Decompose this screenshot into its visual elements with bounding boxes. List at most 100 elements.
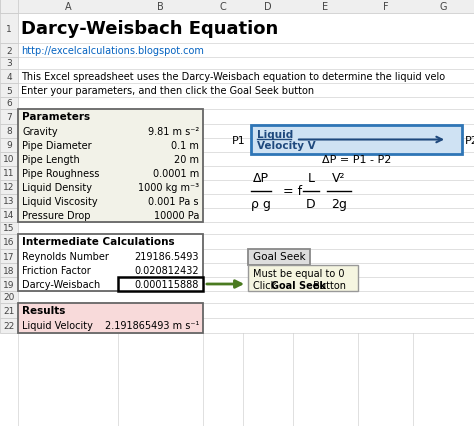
Bar	[0, 303, 18, 318]
Text: Results: Results	[22, 306, 65, 316]
Text: 11: 11	[3, 169, 15, 178]
Text: 18: 18	[3, 266, 15, 275]
Bar	[18, 303, 203, 333]
Text: Must be equal to 0: Must be equal to 0	[253, 268, 345, 278]
Bar	[0, 0, 474, 14]
Bar	[0, 195, 18, 208]
Text: 8: 8	[6, 127, 12, 136]
Text: Velocity V: Velocity V	[257, 141, 316, 151]
Text: D: D	[306, 198, 316, 210]
Text: 2.191865493 m s⁻¹: 2.191865493 m s⁻¹	[105, 321, 199, 331]
Bar	[0, 208, 18, 222]
Text: Pipe Length: Pipe Length	[22, 155, 80, 164]
Text: ΔP = P1 - P2: ΔP = P1 - P2	[322, 155, 391, 164]
Text: 12: 12	[3, 183, 15, 192]
Text: Darcy-Weisbach Equation: Darcy-Weisbach Equation	[21, 20, 278, 38]
Bar	[0, 139, 18, 153]
Text: 9.81 m s⁻²: 9.81 m s⁻²	[148, 127, 199, 137]
Bar	[18, 234, 203, 291]
Bar	[0, 98, 18, 110]
Bar	[0, 153, 18, 167]
Text: 0.1 m: 0.1 m	[171, 141, 199, 151]
Text: Gravity: Gravity	[22, 127, 58, 137]
Text: 9: 9	[6, 141, 12, 150]
Text: 6: 6	[6, 99, 12, 108]
Bar	[18, 110, 203, 222]
Bar	[0, 14, 18, 44]
Bar	[0, 234, 18, 249]
Bar	[248, 249, 310, 265]
Text: C: C	[219, 2, 227, 12]
Text: 13: 13	[3, 197, 15, 206]
Bar	[0, 291, 18, 303]
Text: 0.001 Pa s: 0.001 Pa s	[148, 196, 199, 207]
Bar	[0, 0, 18, 14]
Text: P1: P1	[232, 135, 246, 145]
Text: V²: V²	[332, 172, 346, 184]
Text: = f: = f	[283, 185, 302, 198]
Text: ρ g: ρ g	[251, 198, 271, 210]
Text: 22: 22	[3, 321, 15, 330]
Text: Reynolds Number: Reynolds Number	[22, 251, 109, 262]
Text: L: L	[308, 172, 315, 184]
Bar	[0, 58, 18, 70]
Text: P2: P2	[465, 135, 474, 145]
Text: 17: 17	[3, 252, 15, 261]
Text: 0.020812432: 0.020812432	[134, 265, 199, 275]
Text: Pressure Drop: Pressure Drop	[22, 210, 91, 221]
Text: Click: Click	[253, 280, 279, 290]
Text: 219186.5493: 219186.5493	[135, 251, 199, 262]
Text: ΔP: ΔP	[253, 172, 269, 184]
Text: 10000 Pa: 10000 Pa	[154, 210, 199, 221]
Text: 2: 2	[6, 46, 12, 55]
Text: 10: 10	[3, 155, 15, 164]
Text: http://excelcalculations.blogspot.com: http://excelcalculations.blogspot.com	[21, 46, 204, 56]
Bar	[0, 125, 18, 139]
Text: 3: 3	[6, 59, 12, 68]
Text: 20: 20	[3, 293, 15, 302]
Bar	[0, 277, 18, 291]
Text: 1000 kg m⁻³: 1000 kg m⁻³	[138, 183, 199, 193]
Text: B: B	[157, 2, 164, 12]
Bar	[0, 181, 18, 195]
Text: Friction Factor: Friction Factor	[22, 265, 91, 275]
Text: Intermediate Calculations: Intermediate Calculations	[22, 237, 174, 247]
Text: F: F	[383, 2, 388, 12]
Text: Parameters: Parameters	[22, 112, 90, 122]
Bar	[0, 222, 18, 234]
Text: 19: 19	[3, 280, 15, 289]
Text: 21: 21	[3, 306, 15, 315]
Text: 0.0001 m: 0.0001 m	[153, 169, 199, 178]
Bar	[0, 263, 18, 277]
Text: 7: 7	[6, 113, 12, 122]
Text: Button: Button	[310, 280, 346, 290]
Text: 0.000115888: 0.000115888	[135, 279, 199, 289]
Text: 20 m: 20 m	[174, 155, 199, 164]
Bar	[0, 84, 18, 98]
Text: Goal Seek: Goal Seek	[253, 251, 305, 262]
Text: Pipe Diameter: Pipe Diameter	[22, 141, 91, 151]
Text: A: A	[64, 2, 71, 12]
Bar	[0, 44, 18, 58]
Bar	[0, 249, 18, 263]
Text: 5: 5	[6, 86, 12, 95]
Bar	[0, 167, 18, 181]
Text: Darcy-Weisbach: Darcy-Weisbach	[22, 279, 100, 289]
Text: 15: 15	[3, 224, 15, 233]
Text: D: D	[264, 2, 272, 12]
Text: Pipe Roughness: Pipe Roughness	[22, 169, 100, 178]
Text: 2g: 2g	[331, 198, 347, 210]
Text: 4: 4	[6, 72, 12, 81]
Bar	[0, 110, 18, 125]
Text: Liquid: Liquid	[257, 130, 293, 140]
Text: 16: 16	[3, 237, 15, 246]
Text: This Excel spreadsheet uses the Darcy-Weisbach equation to determine the liquid : This Excel spreadsheet uses the Darcy-We…	[21, 72, 445, 82]
Text: Liquid Velocity: Liquid Velocity	[22, 321, 93, 331]
Text: Liquid Viscosity: Liquid Viscosity	[22, 196, 98, 207]
Bar	[0, 318, 18, 333]
Text: 1: 1	[6, 24, 12, 33]
Text: E: E	[322, 2, 328, 12]
Bar	[251, 126, 462, 155]
Text: Liquid Density: Liquid Density	[22, 183, 92, 193]
Text: G: G	[440, 2, 447, 12]
